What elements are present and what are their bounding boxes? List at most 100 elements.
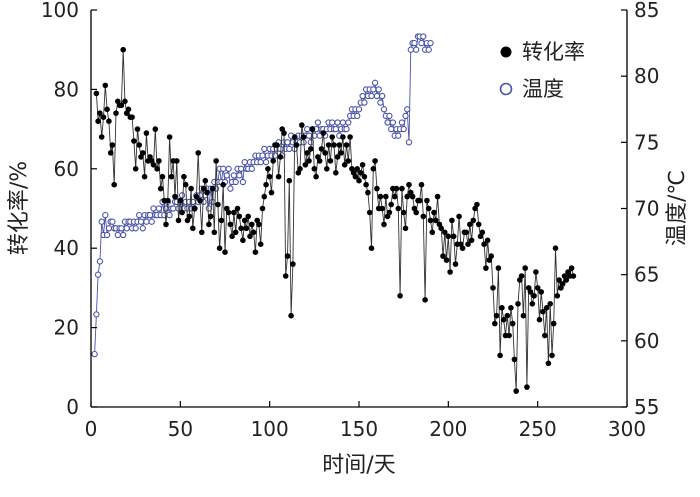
temperature-point (371, 79, 379, 86)
conversion-point (299, 122, 305, 128)
temperature-point (209, 198, 216, 206)
conversion-point (383, 193, 389, 200)
conversion-point (261, 193, 268, 200)
conversion-point (445, 233, 452, 240)
conversion-point (220, 181, 226, 188)
conversion-point (256, 221, 262, 228)
conversion-point (225, 209, 232, 216)
left-axis-title: 转化率/% (7, 161, 32, 255)
conversion-point (200, 185, 207, 192)
conversion-point (263, 181, 269, 188)
temperature-point (388, 125, 395, 133)
conversion-point (191, 205, 198, 212)
conversion-point (309, 126, 316, 132)
conversion-point (300, 134, 307, 140)
temperature-point (368, 92, 375, 100)
conversion-point (393, 185, 400, 192)
conversion-point (329, 134, 336, 140)
temperature-point (103, 231, 111, 239)
temperature-point (220, 165, 227, 172)
conversion-point (388, 201, 395, 208)
conversion-point (540, 308, 546, 315)
conversion-point (93, 90, 100, 97)
conversion-point (433, 217, 439, 224)
temperature-point (354, 112, 361, 120)
temperature-point (304, 125, 311, 133)
temperature-point (143, 218, 150, 225)
conversion-point (440, 253, 446, 259)
x-tick-label: 150 (340, 417, 378, 441)
temperature-point (359, 92, 366, 100)
conversion-point (247, 233, 253, 240)
temperature-point (329, 119, 336, 126)
conversion-point (156, 158, 162, 164)
conversion-point (134, 126, 141, 132)
conversion-point (165, 197, 171, 204)
temperature-point (105, 225, 113, 232)
conversion-point (104, 106, 110, 113)
right-y-tick-label: 55 (634, 395, 659, 419)
left-y-tick-label: 100 (41, 0, 79, 22)
conversion-point (418, 181, 425, 188)
conversion-point (159, 173, 166, 180)
temperature-point (398, 119, 406, 126)
x-tick-label: 0 (85, 417, 98, 441)
temperature-point (411, 39, 418, 47)
conversion-point (377, 193, 384, 200)
conversion-point (395, 205, 402, 212)
conversion-point (438, 225, 445, 232)
conversion-point (229, 233, 235, 240)
conversion-point (391, 193, 398, 200)
temperature-point (225, 165, 232, 172)
temperature-point (286, 145, 293, 153)
left-y-tick-label: 0 (66, 395, 79, 419)
temperature-point (102, 211, 109, 219)
conversion-point (259, 205, 266, 212)
right-y-tick-label: 75 (634, 130, 659, 154)
conversion-point (409, 193, 416, 200)
temperature-point (148, 218, 155, 225)
conversion-point (554, 293, 561, 299)
conversion-point (311, 166, 318, 172)
temperature-point (237, 165, 245, 172)
temperature-point (425, 46, 432, 53)
conversion-point (207, 213, 214, 220)
conversion-point (202, 177, 209, 184)
conversion-point (222, 249, 228, 255)
temperature-point (94, 271, 102, 278)
conversion-point (193, 193, 200, 200)
conversion-point (268, 189, 275, 196)
conversion-point (352, 173, 359, 180)
conversion-point (536, 316, 543, 323)
temperature-point (91, 350, 98, 358)
ticks-layer: 0 50 100 150 200 250 300 0 20 40 60 80 100 55 60 65 70 75… (41, 0, 660, 441)
temperature-point (407, 46, 414, 53)
right-y-tick-label: 70 (634, 197, 659, 221)
temperature-point (146, 211, 154, 219)
conversion-point (424, 197, 430, 204)
conversion-point (381, 221, 387, 228)
conversion-point (106, 118, 112, 124)
conversion-point (520, 312, 527, 319)
conversion-point (284, 253, 291, 259)
temperature-point (109, 218, 116, 225)
x-tick-label: 50 (168, 417, 193, 441)
conversion-point (175, 217, 182, 224)
conversion-point (291, 134, 298, 140)
conversion-point (324, 166, 330, 172)
conversion-point (118, 102, 125, 109)
temperature-point (418, 39, 425, 47)
conversion-point (270, 158, 277, 164)
conversion-point (140, 150, 146, 156)
temperature-point (379, 92, 386, 100)
conversion-point (297, 166, 303, 172)
conversion-point (538, 289, 544, 295)
conversion-point (543, 305, 550, 311)
temperature-point (332, 125, 339, 133)
temperature-point (343, 125, 350, 133)
conversion-point (343, 142, 350, 148)
conversion-point (195, 150, 201, 156)
temperature-point (170, 205, 177, 212)
conversion-point (345, 158, 352, 164)
